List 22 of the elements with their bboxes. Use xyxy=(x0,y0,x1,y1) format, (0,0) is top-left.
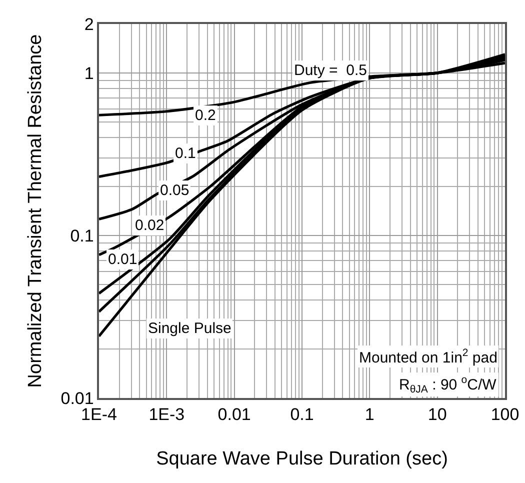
annotation: 0.2 xyxy=(195,107,216,124)
y-axis-title: Normalized Transient Thermal Resistance xyxy=(25,34,46,388)
x-tick-label: 10 xyxy=(428,405,447,424)
x-tick-label: 0.01 xyxy=(218,405,251,424)
x-tick-label: 1E-3 xyxy=(148,405,185,424)
x-tick-label: 1 xyxy=(364,405,374,424)
y-tick-label: 0.01 xyxy=(60,388,94,408)
y-tick-label: 1 xyxy=(84,64,94,83)
annotation: 0.02 xyxy=(135,217,164,234)
x-tick-label: 100 xyxy=(490,405,520,424)
y-tick-label: 0.1 xyxy=(70,226,94,246)
annotation: Mounted on 1in$^{2}$ pad xyxy=(359,347,498,366)
x-axis-title: Square Wave Pulse Duration (sec) xyxy=(156,448,448,470)
annotation: R$_{θJA}$ : 90 $^{o}$C/W xyxy=(399,374,498,396)
annotation: Single Pulse xyxy=(148,320,232,337)
y-tick-label: 2 xyxy=(84,14,94,34)
annotation: 0.01 xyxy=(108,251,138,268)
annotation: Duty = 0.5 xyxy=(294,62,367,79)
annotation: 0.1 xyxy=(175,145,196,162)
x-tick-label: 0.1 xyxy=(290,405,314,424)
x-tick-label: 1E-4 xyxy=(81,405,117,424)
annotation: 0.05 xyxy=(160,182,190,199)
